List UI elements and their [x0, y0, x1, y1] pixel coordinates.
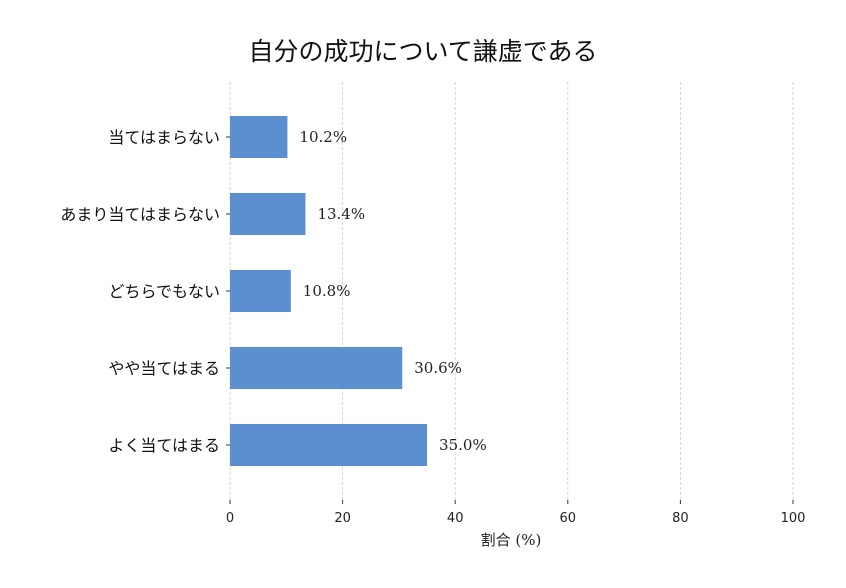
x-tick-label: 0: [226, 511, 234, 526]
y-tick-label: 当てはまらない: [108, 128, 220, 147]
bar: [230, 193, 306, 235]
y-tick-label: どちらでもない: [108, 282, 220, 301]
y-tick-label: あまり当てはまらない: [60, 205, 220, 224]
data-label: 13.4%: [317, 205, 365, 223]
y-tick-label: やや当てはまる: [108, 359, 220, 378]
x-tick-label: 20: [334, 511, 351, 526]
data-label: 10.2%: [299, 128, 347, 146]
data-label: 35.0%: [439, 436, 487, 454]
bar: [230, 424, 428, 466]
bar: [230, 270, 291, 312]
x-axis-label: 割合 (%): [481, 531, 542, 549]
bar: [230, 347, 403, 389]
x-tick-label: 40: [447, 511, 464, 526]
x-tick-label: 100: [781, 511, 806, 526]
x-tick-label: 60: [560, 511, 577, 526]
bar: [230, 116, 288, 158]
data-label: 30.6%: [414, 359, 462, 377]
y-tick-label: よく当てはまる: [108, 436, 220, 455]
x-tick-label: 80: [672, 511, 689, 526]
chart-title: 自分の成功について謙虚である: [248, 37, 597, 66]
data-label: 10.8%: [303, 282, 351, 300]
